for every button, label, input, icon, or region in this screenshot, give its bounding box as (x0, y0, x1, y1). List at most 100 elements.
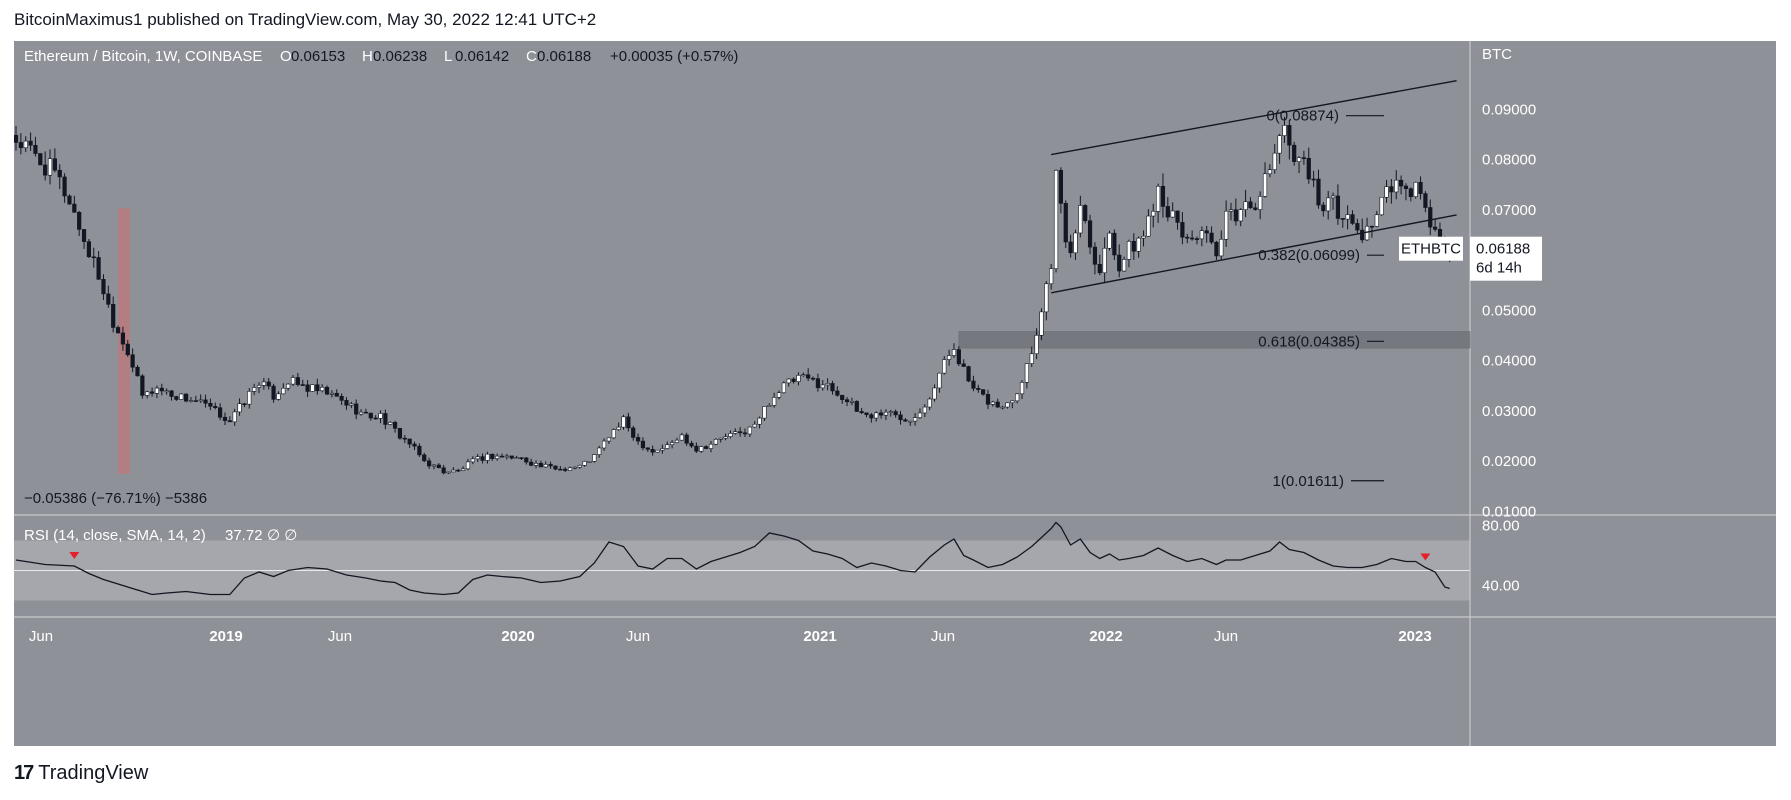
candle-body (149, 391, 155, 394)
rsi-line (15, 521, 1450, 596)
candle-body (135, 366, 140, 377)
candle-body (247, 391, 252, 405)
candle-body (1097, 263, 1102, 274)
candle-body (485, 453, 490, 461)
candle-body (669, 442, 675, 446)
candle-body (762, 406, 767, 419)
candle-body (781, 382, 786, 394)
candle-body (198, 399, 203, 402)
candle-body (72, 203, 77, 213)
candle-body (1204, 230, 1209, 234)
candle-body (1233, 209, 1238, 222)
candle-body (1340, 218, 1345, 220)
candle-body (1364, 225, 1370, 241)
last-price-value: 0.06188 (1476, 241, 1530, 258)
candle-body (1248, 201, 1253, 209)
candle-body (349, 403, 354, 406)
fib-level-label: 0(0.08874) (1266, 108, 1339, 125)
candle-body (626, 416, 631, 429)
candle-body (145, 391, 150, 396)
candle-body (363, 411, 369, 414)
candle-body (1296, 157, 1302, 162)
channel-upper-line (1051, 80, 1457, 156)
candle-body (1355, 223, 1360, 231)
candle-body (256, 385, 262, 388)
candle-body (213, 406, 218, 409)
candle-body (101, 279, 106, 295)
candle-body (310, 384, 315, 392)
candle-body (587, 461, 592, 463)
candle-body (417, 445, 422, 456)
candle-body (320, 386, 325, 392)
candle-body (1272, 152, 1277, 170)
candle-body (1170, 210, 1175, 218)
ohlc-key: L (444, 48, 452, 65)
candle-body (563, 468, 568, 471)
candle-body (422, 454, 427, 462)
candle-body (883, 411, 889, 416)
candle-body (412, 443, 417, 447)
candle-body (1156, 185, 1161, 212)
candle-body (864, 412, 869, 416)
candle-body (1185, 236, 1190, 239)
candle-body (1384, 186, 1389, 198)
footer: 17 TradingView (14, 762, 148, 785)
candle-body (1277, 135, 1282, 154)
candle-body (592, 454, 597, 462)
candle-body (96, 257, 101, 280)
candle-body (1350, 214, 1355, 224)
candle-body (62, 176, 67, 197)
candle-body (524, 457, 529, 463)
candle-body (708, 443, 714, 449)
candle-body (480, 456, 485, 461)
candle-body (218, 407, 223, 418)
candle-body (606, 437, 612, 442)
candle-body (1282, 125, 1287, 136)
candle-body (830, 383, 835, 392)
candle-body (1209, 232, 1214, 243)
candle-body (844, 399, 850, 403)
candle-body (1326, 197, 1331, 212)
candle-body (903, 419, 908, 422)
candle-body (951, 349, 957, 356)
price-axis-tick: 0.08000 (1482, 152, 1536, 169)
candle-body (971, 380, 976, 389)
candle-body (888, 411, 893, 413)
fib-level-label: 0.382(0.06099) (1258, 247, 1360, 264)
candle-body (179, 393, 184, 400)
candle-body (874, 412, 879, 419)
candle-body (1360, 229, 1365, 241)
candle-body (990, 401, 995, 405)
candle-body (1403, 185, 1409, 190)
candle-body (252, 387, 257, 392)
time-axis-tick: 2019 (209, 628, 242, 645)
candle-body (752, 423, 757, 428)
price-axis-tick: 0.03000 (1482, 403, 1536, 420)
candle-body (1058, 169, 1063, 204)
candle-body (271, 385, 276, 400)
candle-body (397, 428, 403, 439)
candle-body (859, 411, 864, 414)
candle-body (1121, 259, 1127, 272)
candle-body (475, 456, 480, 460)
price-axis-tick: 0.09000 (1482, 101, 1536, 118)
candle-body (912, 417, 918, 422)
candle-body (188, 400, 194, 402)
footer-brand: TradingView (38, 762, 149, 784)
candle-body (806, 374, 811, 379)
candle-body (631, 427, 636, 438)
candle-body (645, 447, 650, 450)
candle-body (640, 440, 646, 449)
candle-body (237, 403, 242, 413)
candle-body (1136, 237, 1141, 252)
candle-body (655, 449, 660, 453)
candle-body (572, 466, 577, 469)
candle-body (611, 429, 616, 439)
chart-svg[interactable]: 0(0.08874) 0.382(0.06099) 0.618(0.04385) 1(… (14, 41, 1776, 746)
candle-body (154, 387, 160, 394)
candle-body (854, 401, 859, 412)
candle-body (815, 378, 820, 389)
candle-body (1194, 238, 1200, 240)
ohlc-key: H (362, 48, 373, 65)
candle-body (1311, 178, 1316, 181)
